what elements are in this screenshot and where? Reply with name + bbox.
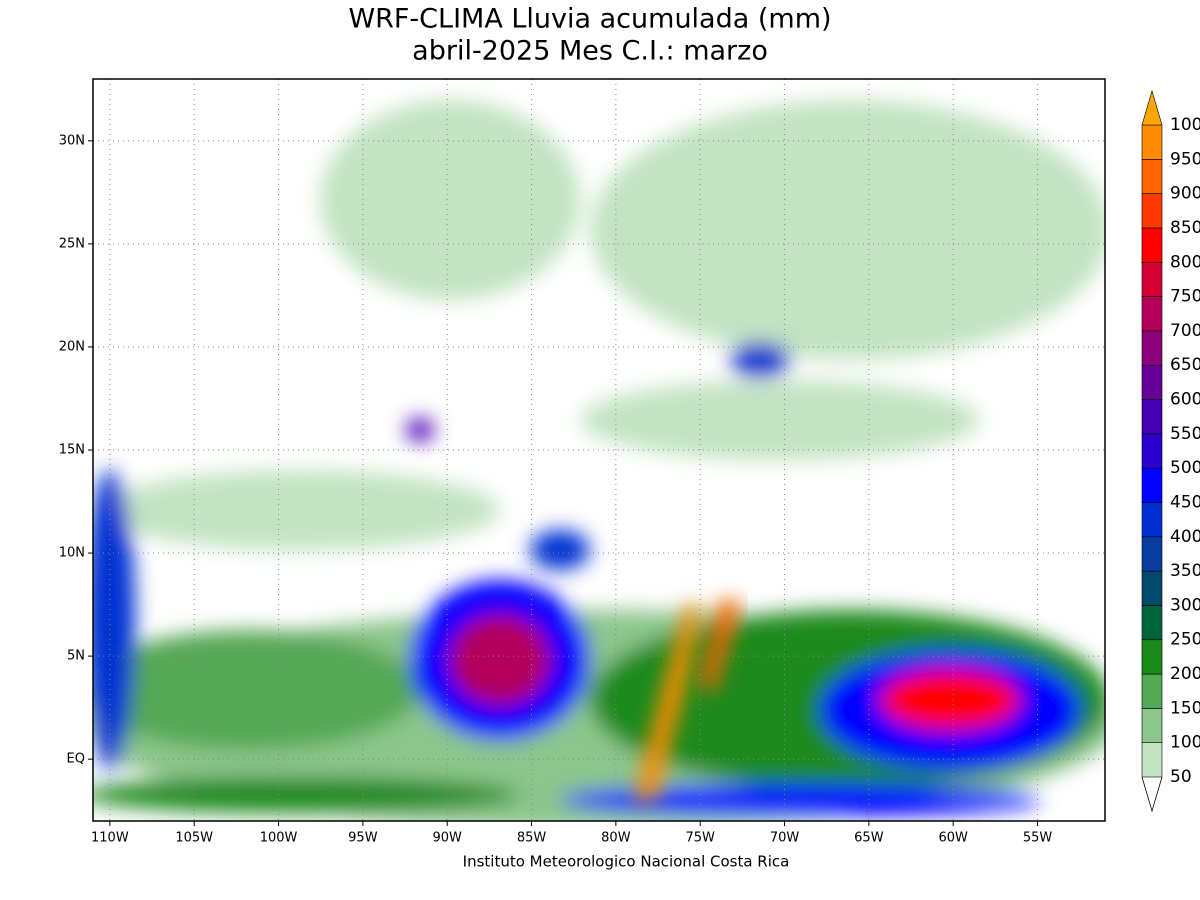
- colorbar-segment: [1141, 364, 1163, 400]
- colorbar-label: 500: [1170, 458, 1200, 478]
- x-tick-label: 70W: [770, 831, 800, 846]
- colorbar-label: 250: [1170, 630, 1200, 650]
- colorbar-segment: [1141, 570, 1163, 606]
- colorbar-segment: [1141, 467, 1163, 503]
- title-line: WRF-CLIMA Lluvia acumulada (mm): [348, 4, 831, 35]
- colorbar-label: 1000: [1170, 115, 1200, 135]
- colorbar-label: 450: [1170, 492, 1200, 512]
- y-tick-label: 20N: [59, 339, 85, 354]
- x-tick-label: 60W: [938, 831, 968, 846]
- colorbar-segment: [1141, 605, 1163, 641]
- x-tick-label: 55W: [1023, 831, 1053, 846]
- colorbar-label: 650: [1170, 355, 1200, 375]
- colorbar-segment: [1141, 399, 1163, 435]
- colorbar-label: 50: [1170, 767, 1192, 787]
- grid: [88, 79, 1105, 826]
- colorbar-label: 400: [1170, 527, 1200, 547]
- colorbar-segment: [1141, 742, 1163, 778]
- x-tick-label: 95W: [348, 831, 378, 846]
- y-tick-label: 5N: [67, 649, 85, 664]
- x-tick-label: 75W: [685, 831, 715, 846]
- colorbar-segment: [1141, 536, 1163, 572]
- map-frame: [92, 78, 1106, 822]
- colorbar-segment: [1141, 639, 1163, 675]
- y-tick-label: 15N: [59, 443, 85, 458]
- x-tick-label: 85W: [517, 831, 547, 846]
- colorbar-segment: [1141, 159, 1163, 194]
- colorbar-label: 100: [1170, 733, 1200, 753]
- colorbar-over: [1141, 89, 1163, 126]
- subtitle-line: abril-2025 Mes C.I.: marzo: [412, 36, 768, 67]
- colorbar-segment: [1141, 296, 1163, 332]
- colorbar-segment: [1141, 330, 1163, 366]
- colorbar-label: 950: [1170, 149, 1200, 169]
- x-tick-label: 100W: [260, 831, 298, 846]
- footer: Instituto Meteorologico Nacional Costa R…: [463, 853, 790, 871]
- colorbar-label: 850: [1170, 218, 1200, 238]
- y-tick-label: 25N: [59, 236, 85, 251]
- colorbar-segment: [1141, 502, 1163, 538]
- colorbar: 50 100 150 200 250 300 350 400 450 500 550 600 650 70…: [1141, 89, 1200, 813]
- x-tick-label: 105W: [175, 831, 213, 846]
- colorbar-segment: [1141, 708, 1163, 743]
- colorbar-label: 200: [1170, 664, 1200, 684]
- colorbar-label: 600: [1170, 390, 1200, 410]
- colorbar-label: 900: [1170, 184, 1200, 204]
- x-tick-label: 80W: [601, 831, 631, 846]
- y-tick-label: 10N: [59, 546, 85, 561]
- x-tick-label: 65W: [854, 831, 884, 846]
- colorbar-label: 550: [1170, 424, 1200, 444]
- colorbar-segment: [1141, 261, 1163, 297]
- colorbar-label: 350: [1170, 561, 1200, 581]
- colorbar-label: 800: [1170, 252, 1200, 272]
- colorbar-segment: [1141, 433, 1163, 469]
- colorbar-under: [1141, 776, 1163, 813]
- colorbar-segment: [1141, 227, 1163, 263]
- x-tick-label: 110W: [91, 831, 129, 846]
- colorbar-segment: [1141, 124, 1163, 160]
- rain-field: [93, 100, 1105, 821]
- colorbar-label: 150: [1170, 698, 1200, 718]
- y-tick-label: 30N: [59, 133, 85, 148]
- x-tick-label: 90W: [432, 831, 462, 846]
- y-tick-label: EQ: [67, 752, 85, 767]
- colorbar-segment: [1141, 193, 1163, 229]
- colorbar-label: 700: [1170, 321, 1200, 341]
- colorbar-label: 300: [1170, 595, 1200, 615]
- colorbar-label: 750: [1170, 287, 1200, 307]
- colorbar-segment: [1141, 673, 1163, 709]
